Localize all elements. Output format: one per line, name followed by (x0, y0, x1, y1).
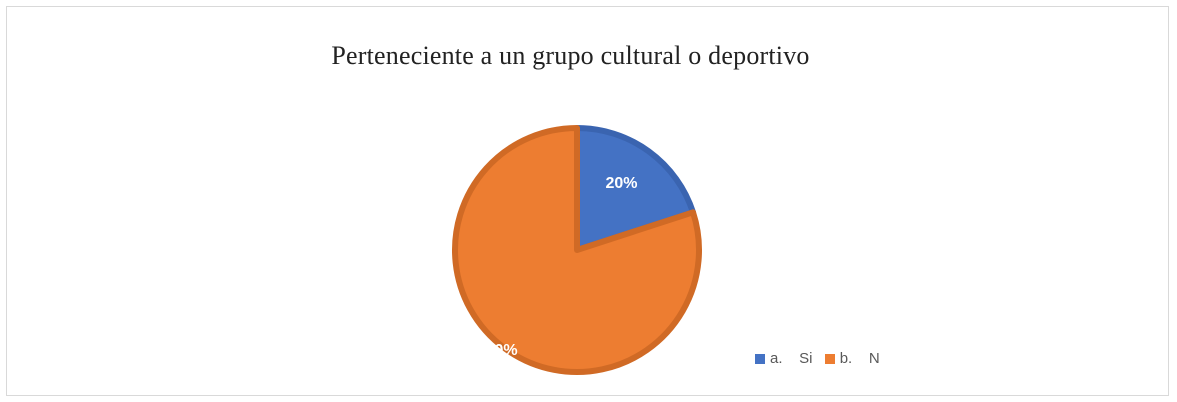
pie-data-labels: 20% 80% (486, 175, 638, 359)
pie-data-label-1: 80% (486, 342, 518, 359)
legend-label-si: a. Si (770, 350, 813, 367)
legend-swatch-si (755, 353, 765, 364)
chart-legend: a. Si b. N (755, 350, 888, 370)
legend-swatch-n (824, 353, 835, 364)
pie-chart: 20% 80% (452, 125, 702, 375)
pie-slices (452, 125, 702, 375)
legend-item-si: a. Si (755, 350, 813, 367)
chart-area: Perteneciente a un grupo cultural o depo… (6, 6, 1169, 396)
pie-data-label-0: 20% (605, 175, 637, 192)
pie-slice-1 (452, 125, 702, 375)
chart-title: Perteneciente a un grupo cultural o depo… (331, 41, 810, 70)
legend-label-n: b. N (839, 350, 880, 367)
legend-item-n: b. N (824, 350, 880, 367)
